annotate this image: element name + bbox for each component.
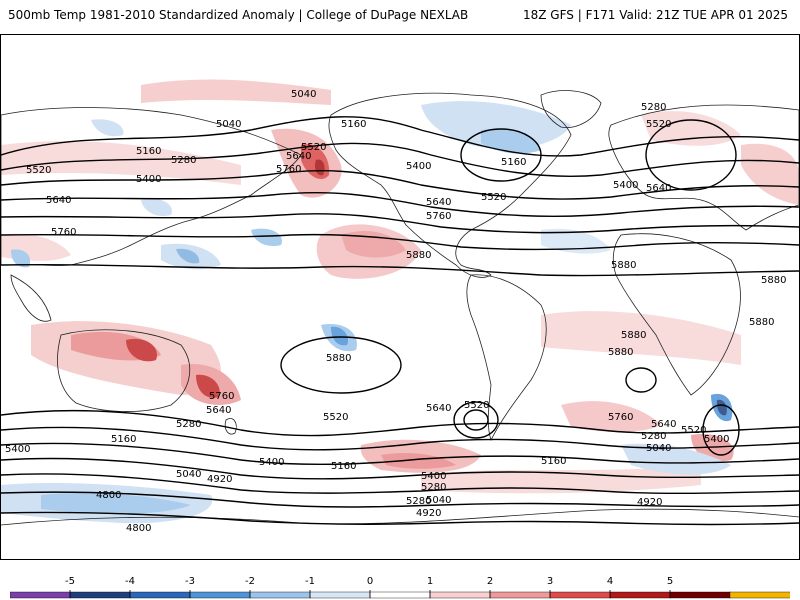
legend-swatch [549,591,611,599]
contour-label: 5280 [406,496,431,507]
contour-label: 5520 [301,142,326,153]
contour-label: 5160 [331,461,356,472]
legend-svg: -5 -4 -3 -2 -1 0 1 2 3 4 5 [10,576,790,599]
contour-label: 5280 [641,102,666,113]
contour-label: 5520 [464,400,489,411]
contour-label: 5400 [136,174,161,185]
legend-tick-label: 2 [487,576,493,587]
contour-label: 5880 [611,260,636,271]
map-svg: 5040 5040 5160 5160 5280 5280 5400 5400 … [1,79,799,534]
contour-label: 5760 [608,412,633,423]
contour-label: 5760 [426,211,451,222]
world-map[interactable]: 5040 5040 5160 5160 5280 5280 5400 5400 … [0,34,800,560]
contour-label: 5160 [501,157,526,168]
contour-label: 5880 [608,347,633,358]
contour-label: 5640 [426,197,451,208]
legend-swatch [249,591,311,599]
anomaly-shading [1,79,799,524]
legend-swatch [189,591,251,599]
contour-label: 5520 [323,412,348,423]
contour-label: 5280 [176,419,201,430]
contour-label: 5400 [259,457,284,468]
map-title: 500mb Temp 1981-2010 Standardized Anomal… [8,8,469,22]
legend-swatch [129,591,191,599]
contour-label: 4920 [207,474,232,485]
contour-label: 5280 [421,482,446,493]
contour-label: 5400 [613,180,638,191]
legend-tick-label: -3 [185,576,195,587]
contour-label: 5520 [481,192,506,203]
contour-label: 5040 [426,495,451,506]
legend-swatch [369,591,431,599]
legend-tick-label: 3 [547,576,553,587]
contour-label: 5880 [326,353,351,364]
contour-label: 5160 [341,119,366,130]
legend-swatch [669,591,731,599]
legend-tick-label: 5 [667,576,673,587]
legend-tick-label: 0 [367,576,373,587]
contour-label: 5520 [646,119,671,130]
legend-tick-label: -5 [65,576,75,587]
contour-label: 4920 [416,508,441,519]
contour-label: 5880 [621,330,646,341]
legend-swatch [489,591,551,599]
legend-swatch [429,591,491,599]
legend-tick-label: 4 [607,576,613,587]
legend-swatch [10,591,71,599]
contour-label: 5640 [426,403,451,414]
contour-label: 5040 [646,443,671,454]
contour-label: 5520 [26,165,51,176]
contour-label: 5040 [291,89,316,100]
contour-label: 5880 [406,250,431,261]
legend-tick-label: -1 [305,576,315,587]
contour-label: 5640 [206,405,231,416]
contour-label: 5640 [646,183,671,194]
contour-label: 5400 [406,161,431,172]
legend-colorbar [10,591,790,599]
contour-label: 5640 [46,195,71,206]
contour-label: 5640 [651,419,676,430]
contour-label: 5280 [171,155,196,166]
contour-label: 5880 [761,275,786,286]
anomaly-color-legend: -5 -4 -3 -2 -1 0 1 2 3 4 5 [10,570,790,600]
contour-labels: 5040 5040 5160 5160 5280 5280 5400 5400 … [5,89,786,534]
contour-label: 5760 [276,164,301,175]
contour-label: 5400 [5,444,30,455]
contour-label: 5760 [209,391,234,402]
contour-label: 5520 [681,425,706,436]
legend-tick-label: 1 [427,576,433,587]
legend-swatch [69,591,131,599]
contour-label: 5040 [176,469,201,480]
legend-swatch [729,591,790,599]
legend-ticks: -5 -4 -3 -2 -1 0 1 2 3 4 5 [65,576,673,598]
legend-swatch [309,591,371,599]
contour-label: 5160 [111,434,136,445]
contour-label: 5400 [704,434,729,445]
legend-tick-label: -2 [245,576,255,587]
legend-swatch [609,591,671,599]
contour-label: 5880 [749,317,774,328]
header: 500mb Temp 1981-2010 Standardized Anomal… [0,0,800,30]
contour-label: 4800 [126,523,151,534]
contour-label: 5640 [286,151,311,162]
contour-label: 5160 [541,456,566,467]
contour-label: 4920 [637,497,662,508]
model-valid-time: 18Z GFS | F171 Valid: 21Z TUE APR 01 202… [522,8,788,22]
contour-label: 4800 [96,490,121,501]
contour-label: 5160 [136,146,161,157]
height-contours [1,116,799,526]
legend-tick-label: -4 [125,576,135,587]
contour-label: 5400 [421,471,446,482]
contour-label: 5040 [216,119,241,130]
contour-label: 5760 [51,227,76,238]
contour-label: 5280 [641,431,666,442]
